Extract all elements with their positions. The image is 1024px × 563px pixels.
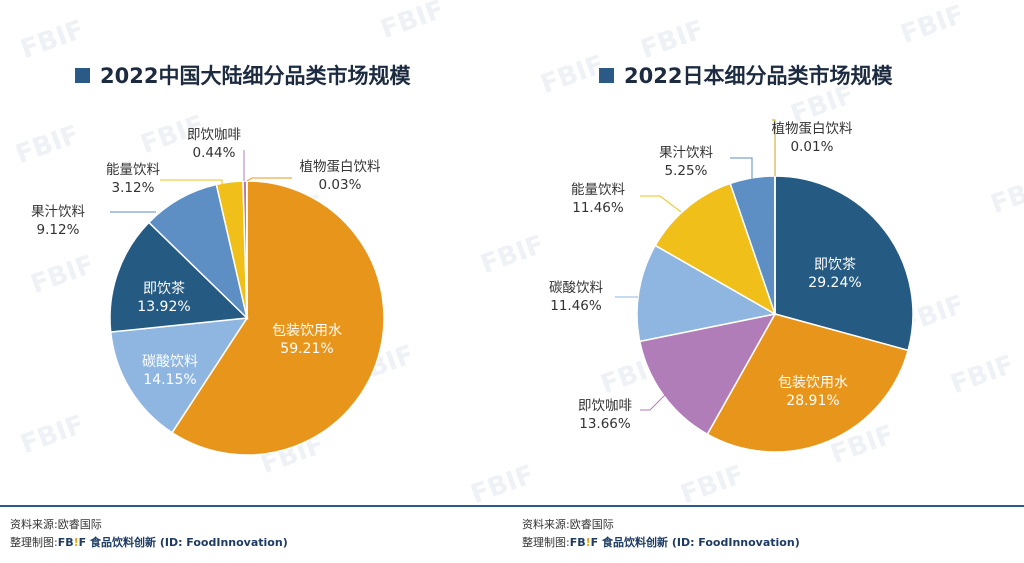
slice-label: 果汁饮料 bbox=[31, 204, 85, 220]
slice-label: 即饮咖啡 bbox=[578, 398, 632, 414]
pie-chart-china: 包装饮用水 59.21% 碳酸饮料 14.15% 即饮茶 13.92% 果汁饮料 9.12% 能… bbox=[31, 127, 385, 456]
source-note: 资料来源:欧睿国际 bbox=[10, 518, 102, 531]
slice-value: 0.03% bbox=[319, 177, 362, 193]
pie-slice bbox=[147, 183, 249, 321]
slice-value: 9.12% bbox=[37, 222, 80, 238]
leader-line bbox=[160, 179, 223, 186]
slice-label: 植物蛋白饮料 bbox=[772, 121, 853, 137]
slice-value: 29.24% bbox=[808, 275, 861, 291]
left-chart-title: 2022中国大陆细分品类市场规模 bbox=[75, 60, 410, 90]
leader-line bbox=[730, 157, 753, 180]
source-note: 资料来源:欧睿国际 bbox=[522, 518, 614, 531]
pie-slice bbox=[774, 175, 914, 352]
slice-label: 即饮茶 bbox=[143, 281, 185, 297]
slice-label: 包装饮用水 bbox=[778, 375, 848, 391]
slice-value: 13.92% bbox=[137, 299, 190, 315]
compiled-note: 整理制图:FB!F 食品饮料创新 (ID: FoodInnovation) bbox=[10, 534, 288, 552]
right-chart-title: 2022日本细分品类市场规模 bbox=[599, 60, 892, 90]
leader-line bbox=[246, 177, 292, 182]
slice-label: 能量饮料 bbox=[571, 182, 625, 198]
brand-logo: FB!F 食品饮料创新 (ID: FoodInnovation) bbox=[569, 536, 800, 549]
compiled-prefix: 整理制图: bbox=[522, 536, 570, 549]
slice-label: 能量饮料 bbox=[106, 162, 160, 178]
slice-value: 13.66% bbox=[579, 416, 631, 432]
pie-slice bbox=[654, 182, 777, 316]
left-footer: 资料来源:欧睿国际 整理制图:FB!F 食品饮料创新 (ID: FoodInno… bbox=[10, 516, 288, 552]
right-chart-title-text: 2022日本细分品类市场规模 bbox=[624, 64, 893, 88]
slice-label: 碳酸饮料 bbox=[142, 354, 198, 370]
leader-line bbox=[772, 119, 776, 176]
compiled-note: 整理制图:FB!F 食品饮料创新 (ID: FoodInnovation) bbox=[522, 534, 800, 552]
compiled-prefix: 整理制图: bbox=[10, 536, 58, 549]
slice-label: 即饮咖啡 bbox=[187, 127, 241, 143]
slice-value: 28.91% bbox=[786, 393, 839, 409]
leader-line bbox=[640, 195, 682, 213]
pie-slice bbox=[109, 317, 249, 434]
slice-label: 包装饮用水 bbox=[272, 323, 342, 339]
pie-chart-japan: 即饮茶 29.24% 包装饮用水 28.91% 即饮咖啡 13.66% 碳酸饮料 11.46%… bbox=[549, 119, 914, 453]
slice-value: 5.25% bbox=[665, 163, 708, 179]
pie-slice bbox=[638, 312, 777, 436]
slice-value: 14.15% bbox=[143, 372, 196, 388]
brand-logo: FB!F 食品饮料创新 (ID: FoodInnovation) bbox=[57, 536, 288, 549]
title-square-icon bbox=[599, 67, 614, 83]
slice-label: 即饮茶 bbox=[814, 257, 856, 273]
slice-label: 植物蛋白饮料 bbox=[300, 159, 381, 175]
pie-slice bbox=[109, 221, 249, 333]
slice-value: 3.12% bbox=[112, 180, 155, 196]
right-footer-divider bbox=[512, 505, 1024, 507]
left-footer-divider bbox=[0, 505, 512, 507]
pie-slice bbox=[170, 180, 385, 456]
slice-value: 11.46% bbox=[572, 200, 624, 216]
leader-line bbox=[640, 387, 673, 411]
slice-label: 果汁饮料 bbox=[659, 145, 713, 161]
slice-label: 碳酸饮料 bbox=[549, 280, 603, 296]
slice-value: 0.44% bbox=[193, 145, 236, 161]
right-footer: 资料来源:欧睿国际 整理制图:FB!F 食品饮料创新 (ID: FoodInno… bbox=[522, 516, 800, 552]
left-chart-title-text: 2022中国大陆细分品类市场规模 bbox=[100, 64, 411, 88]
pie-slice bbox=[706, 313, 910, 453]
pie-slice bbox=[636, 244, 778, 343]
slice-value: 0.01% bbox=[791, 139, 834, 155]
title-square-icon bbox=[75, 67, 90, 83]
slice-value: 59.21% bbox=[280, 341, 333, 357]
slice-value: 11.46% bbox=[550, 298, 602, 314]
